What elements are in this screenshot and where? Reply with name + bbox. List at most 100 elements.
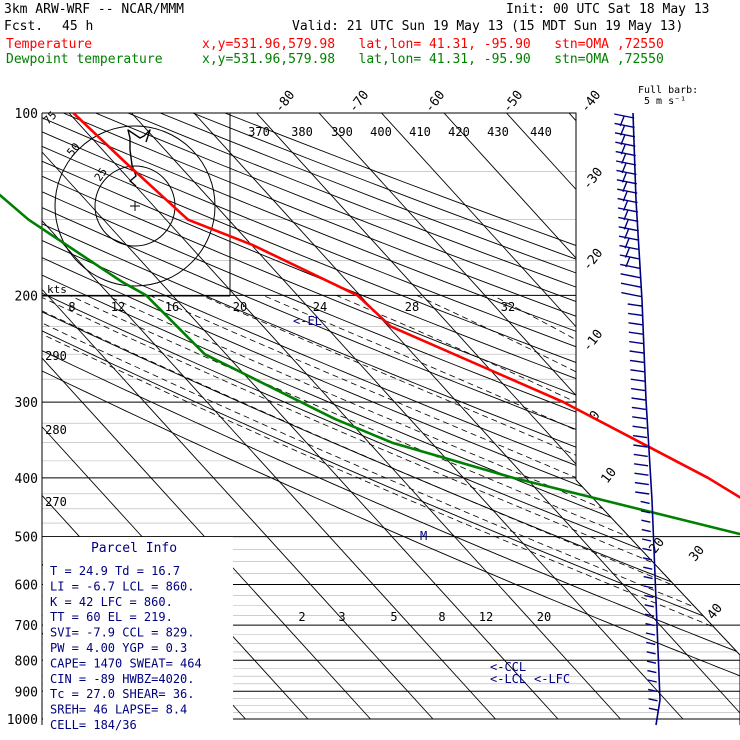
parcel-info-row: TT = 60 EL = 219. [50,610,173,624]
moist-adiabat [492,295,740,720]
parcel-level-annotation: <-CCL [490,660,526,674]
moist-adiabat [201,295,740,720]
dry-adiabat [42,113,740,720]
wind-barb-flag [641,519,651,523]
hodograph-ring-label: 25 [92,165,110,183]
parcel-level-annotation: M [420,529,427,543]
dry-adiabat [42,113,740,720]
moist-adiabat [69,295,740,720]
wind-barb-flag [641,528,651,533]
wind-barb-flag [630,369,645,373]
temperature-profile [72,112,740,499]
parcel-info-row: CIN = -89 HWBZ=4020. [50,672,195,686]
isotherm [42,113,559,720]
hodograph-speed-label: 16 [165,300,179,314]
wind-barb-flag [630,378,645,382]
forecast-label: Fcst. [4,19,44,34]
wind-barb-flag [628,331,643,335]
diagram-border-right [42,112,740,725]
wind-barb-flag [632,425,647,429]
isotherm [68,113,621,720]
mixing-ratio-label: 5 [390,610,397,624]
wind-barb-flag [633,453,648,458]
wind-barb-flag [620,282,642,288]
hodograph-speed-label: 24 [313,300,327,314]
parcel-info-row: LI = -6.7 LCL = 860. [50,579,195,593]
pressure-label: 900 [15,685,38,700]
theta-label: 270 [45,495,67,509]
dry-adiabat [42,113,740,720]
wind-barb-flag [643,585,654,589]
pressure-label: 1000 [7,713,38,728]
mixing-ratio-label: 12 [479,610,493,624]
parcel-info-row: SREH= 46 LAPSE= 8.4 [50,703,187,717]
mixing-ratio-label: 8 [438,610,445,624]
wind-barb-flag [648,707,659,711]
parcel-info-box [43,537,233,725]
parcel-level-annotation: <-EL [293,314,322,328]
valid-time: Valid: 21 UTC Sun 19 May 13 (15 MDT Sun … [292,19,684,34]
pressure-label: 100 [15,107,38,122]
isotherm [631,113,740,720]
wind-barb-flag [647,669,657,674]
mixing-ratio-label: 3 [338,610,345,624]
wind-barb-legend: Full barb: [638,85,698,96]
parcel-level-annotation: <-LCL [490,672,526,686]
isotherm [193,113,740,720]
isotherm [693,113,740,720]
isotherm [42,113,496,720]
parcel-info-row: K = 42 LFC = 860. [50,595,173,609]
isotherm [42,113,434,720]
moist-adiabat [106,295,740,720]
wind-barb-flag [634,463,649,467]
pressure-label: 500 [15,531,38,546]
pressure-label: 200 [15,289,38,304]
parcel-info-row: PW = 4.00 YGP = 0.3 [50,641,187,655]
dry-adiabat [42,113,740,720]
dry-adiabat [42,113,740,720]
wind-barb-flag [632,416,647,420]
wind-barb-flag [620,263,641,270]
init-time: Init: 00 UTC Sat 18 May 13 [506,2,710,17]
dewpoint-location: x,y=531.96,579.98 lat,lon= 41.31, -95.90… [202,52,664,67]
parcel-info-row: SVI= -7.9 CCL = 829. [50,626,195,640]
wind-barb-flag [634,472,649,476]
wind-barb-flag [646,641,656,646]
wind-barb-flag [644,604,654,608]
theta-label: 290 [45,349,67,363]
wind-barb-flag [629,340,644,345]
hodograph-units-label: kts [47,283,67,296]
hodograph-trace [127,129,151,187]
wind-barb-flag [645,622,655,627]
parcel-info-row: Tc = 27.0 SHEAR= 36. [50,687,195,701]
hodograph-speed-label: 8 [68,300,75,314]
wind-barb-flag [631,387,646,392]
theta-label: 410 [409,125,431,139]
wind-barb-flag [631,397,646,401]
wind-barb-flag [640,510,651,514]
wind-barb-flag [648,698,658,702]
isotherm-label: -60 [422,88,448,116]
hodograph-speed-label: 20 [233,300,247,314]
temperature-legend-label: Temperature [6,37,93,52]
isotherm [42,113,371,720]
hodograph-ring [54,125,216,287]
moist-adiabat [42,295,740,720]
isotherm-label: 20 [647,535,668,557]
wind-barb-flag [645,632,656,636]
isotherm-label: -20 [580,246,606,274]
pressure-label: 400 [15,472,38,487]
wind-barb-flag [629,350,644,354]
wind-barb-flag [641,538,652,542]
wind-barb-flag [627,312,643,317]
pressure-label: 700 [15,619,38,634]
wind-barb-flag [635,491,650,495]
theta-label: 280 [45,423,67,437]
wind-barb-flag [644,613,655,617]
dry-adiabat [42,113,740,720]
wind-barb-flag [640,500,650,505]
moist-adiabat [149,295,740,720]
pressure-label: 300 [15,396,38,411]
isotherm-label: -80 [272,88,298,116]
